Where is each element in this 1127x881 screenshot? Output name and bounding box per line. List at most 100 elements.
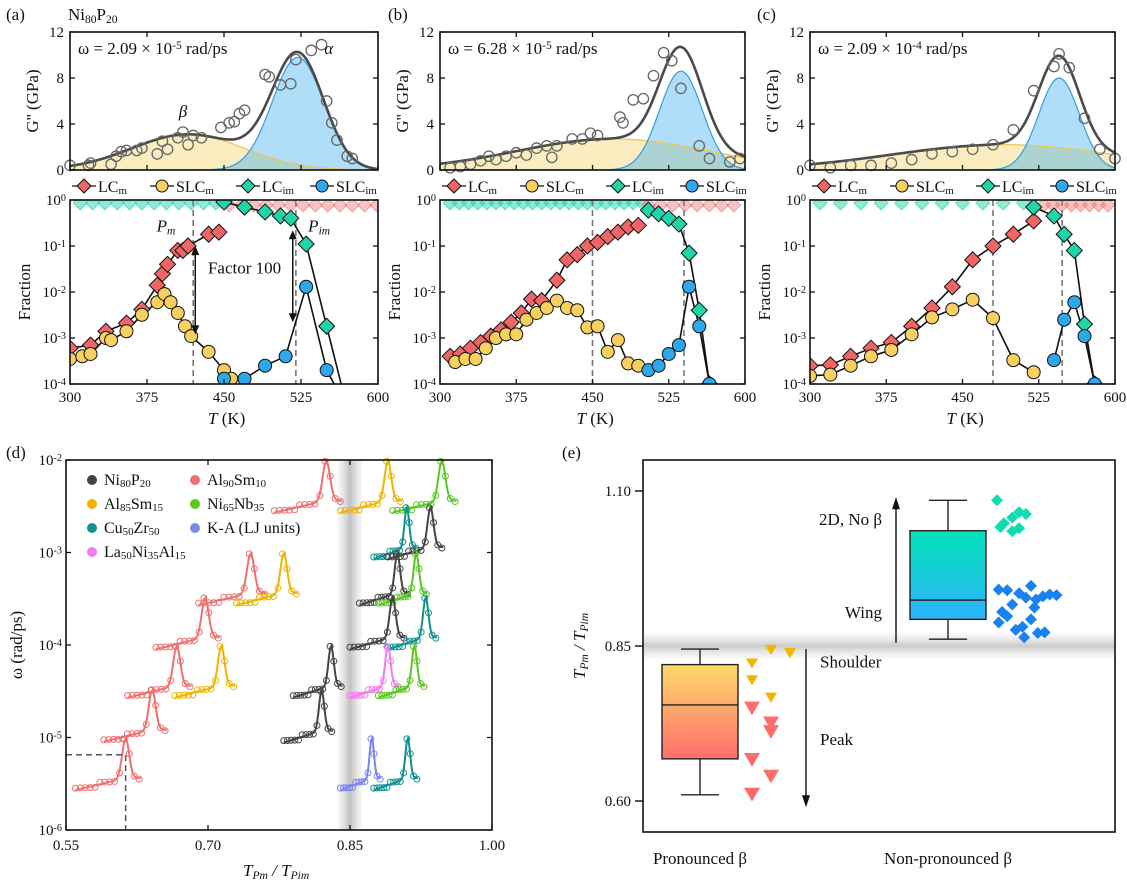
data-point bbox=[265, 593, 273, 601]
data-point bbox=[115, 769, 123, 777]
y-tick-label: 10-3 bbox=[39, 545, 63, 562]
arrow-down-icon bbox=[802, 795, 810, 808]
data-point bbox=[383, 457, 391, 465]
omega-curve-k-a-lj-units- bbox=[337, 734, 384, 792]
data-point bbox=[100, 736, 108, 744]
data-point bbox=[415, 565, 423, 573]
data-point bbox=[665, 54, 678, 67]
data-point bbox=[346, 692, 354, 700]
fraction-data bbox=[441, 200, 742, 384]
data-point bbox=[405, 547, 413, 555]
data-point bbox=[371, 637, 379, 645]
faded-lcim-marker bbox=[121, 200, 138, 211]
data-point bbox=[446, 495, 454, 503]
data-point bbox=[399, 538, 407, 546]
faded-lcim-marker bbox=[109, 200, 125, 211]
data-point bbox=[235, 592, 243, 600]
data-point bbox=[408, 506, 416, 514]
legend-circle-icon bbox=[155, 179, 169, 193]
y-axis-label: Fraction bbox=[755, 263, 774, 320]
data-point bbox=[383, 783, 391, 791]
data-point bbox=[195, 599, 203, 607]
data-point bbox=[195, 628, 203, 636]
fraction-legend: LCm SLCm LCim SLCim bbox=[72, 178, 377, 197]
data-point bbox=[220, 593, 228, 601]
data-point bbox=[400, 769, 408, 777]
data-point-circle bbox=[83, 346, 98, 361]
legend-label: LCm bbox=[98, 179, 127, 197]
data-point bbox=[905, 153, 918, 166]
triangle-marker bbox=[746, 675, 758, 686]
data-point bbox=[350, 691, 358, 699]
data-point-circle bbox=[610, 333, 625, 348]
data-point bbox=[152, 643, 160, 651]
omega-curve-ni65nb35 bbox=[374, 642, 428, 700]
data-point bbox=[693, 140, 706, 152]
box-pronounced bbox=[661, 648, 739, 796]
data-point-circle bbox=[823, 367, 838, 382]
faded-lcim-marker bbox=[72, 200, 88, 211]
legend-diamond-icon bbox=[76, 178, 92, 194]
legend-diamond-icon bbox=[816, 178, 832, 194]
y-tick-label: 0 bbox=[797, 163, 805, 179]
data-point bbox=[300, 691, 308, 699]
legend-diamond-icon bbox=[446, 178, 462, 194]
data-point bbox=[128, 691, 136, 699]
legend-marker-icon bbox=[87, 475, 97, 485]
x-axis-label: T (K) bbox=[577, 409, 614, 428]
faded-lcm-marker bbox=[713, 200, 730, 213]
data-point bbox=[392, 609, 400, 617]
data-point-circle bbox=[810, 368, 817, 383]
data-point bbox=[393, 778, 401, 786]
y-tick-label: 0.60 bbox=[605, 794, 631, 810]
data-point bbox=[322, 676, 330, 684]
data-point-diamond bbox=[148, 276, 166, 294]
data-point bbox=[703, 152, 716, 165]
x-tick-label: 600 bbox=[1104, 390, 1127, 406]
beta-peak-label: β bbox=[178, 102, 188, 121]
faded-lcim-marker bbox=[934, 200, 950, 211]
diamond-marker bbox=[1030, 593, 1043, 606]
data-point bbox=[285, 506, 293, 514]
data-point bbox=[405, 519, 413, 527]
data-point bbox=[330, 657, 338, 665]
data-point bbox=[315, 38, 328, 51]
data-point bbox=[316, 491, 324, 499]
data-point-circle bbox=[1006, 353, 1021, 368]
data-point-circle bbox=[925, 310, 939, 325]
data-point bbox=[408, 584, 416, 592]
data-point bbox=[402, 637, 410, 645]
data-point bbox=[221, 657, 229, 665]
faded-lcim-marker bbox=[975, 200, 991, 211]
y-tick-label: 10-5 bbox=[39, 730, 63, 747]
triangle-marker bbox=[784, 648, 796, 659]
data-point bbox=[105, 736, 113, 744]
legend-label: LCim bbox=[262, 179, 294, 197]
data-point bbox=[175, 691, 183, 699]
data-point bbox=[346, 152, 359, 165]
data-point bbox=[350, 506, 358, 514]
y-tick-label: 10-4 bbox=[43, 377, 67, 394]
data-point bbox=[381, 691, 389, 699]
data-point bbox=[308, 686, 316, 694]
data-point bbox=[313, 721, 321, 729]
data-point bbox=[161, 727, 169, 735]
data-point-circle bbox=[258, 358, 273, 373]
data-point-circle bbox=[319, 363, 334, 378]
omega-curve-cu50zr50 bbox=[384, 594, 440, 651]
data-point bbox=[353, 691, 361, 699]
y-axis-label-text: TPm / TPim bbox=[570, 613, 591, 679]
y-axis-label: ω (rad/ps) bbox=[7, 611, 26, 679]
fraction-data bbox=[810, 200, 1115, 384]
x-tick-label: 450 bbox=[213, 390, 236, 406]
data-point bbox=[438, 544, 446, 552]
x-tick-label: 525 bbox=[658, 390, 681, 406]
data-point bbox=[321, 457, 329, 465]
data-point bbox=[275, 506, 283, 514]
data-point bbox=[417, 628, 425, 636]
y-tick-label: 10-3 bbox=[43, 331, 67, 348]
faded-lcim-marker bbox=[84, 200, 101, 211]
faded-lcm-marker bbox=[665, 200, 681, 213]
data-point bbox=[364, 501, 372, 509]
